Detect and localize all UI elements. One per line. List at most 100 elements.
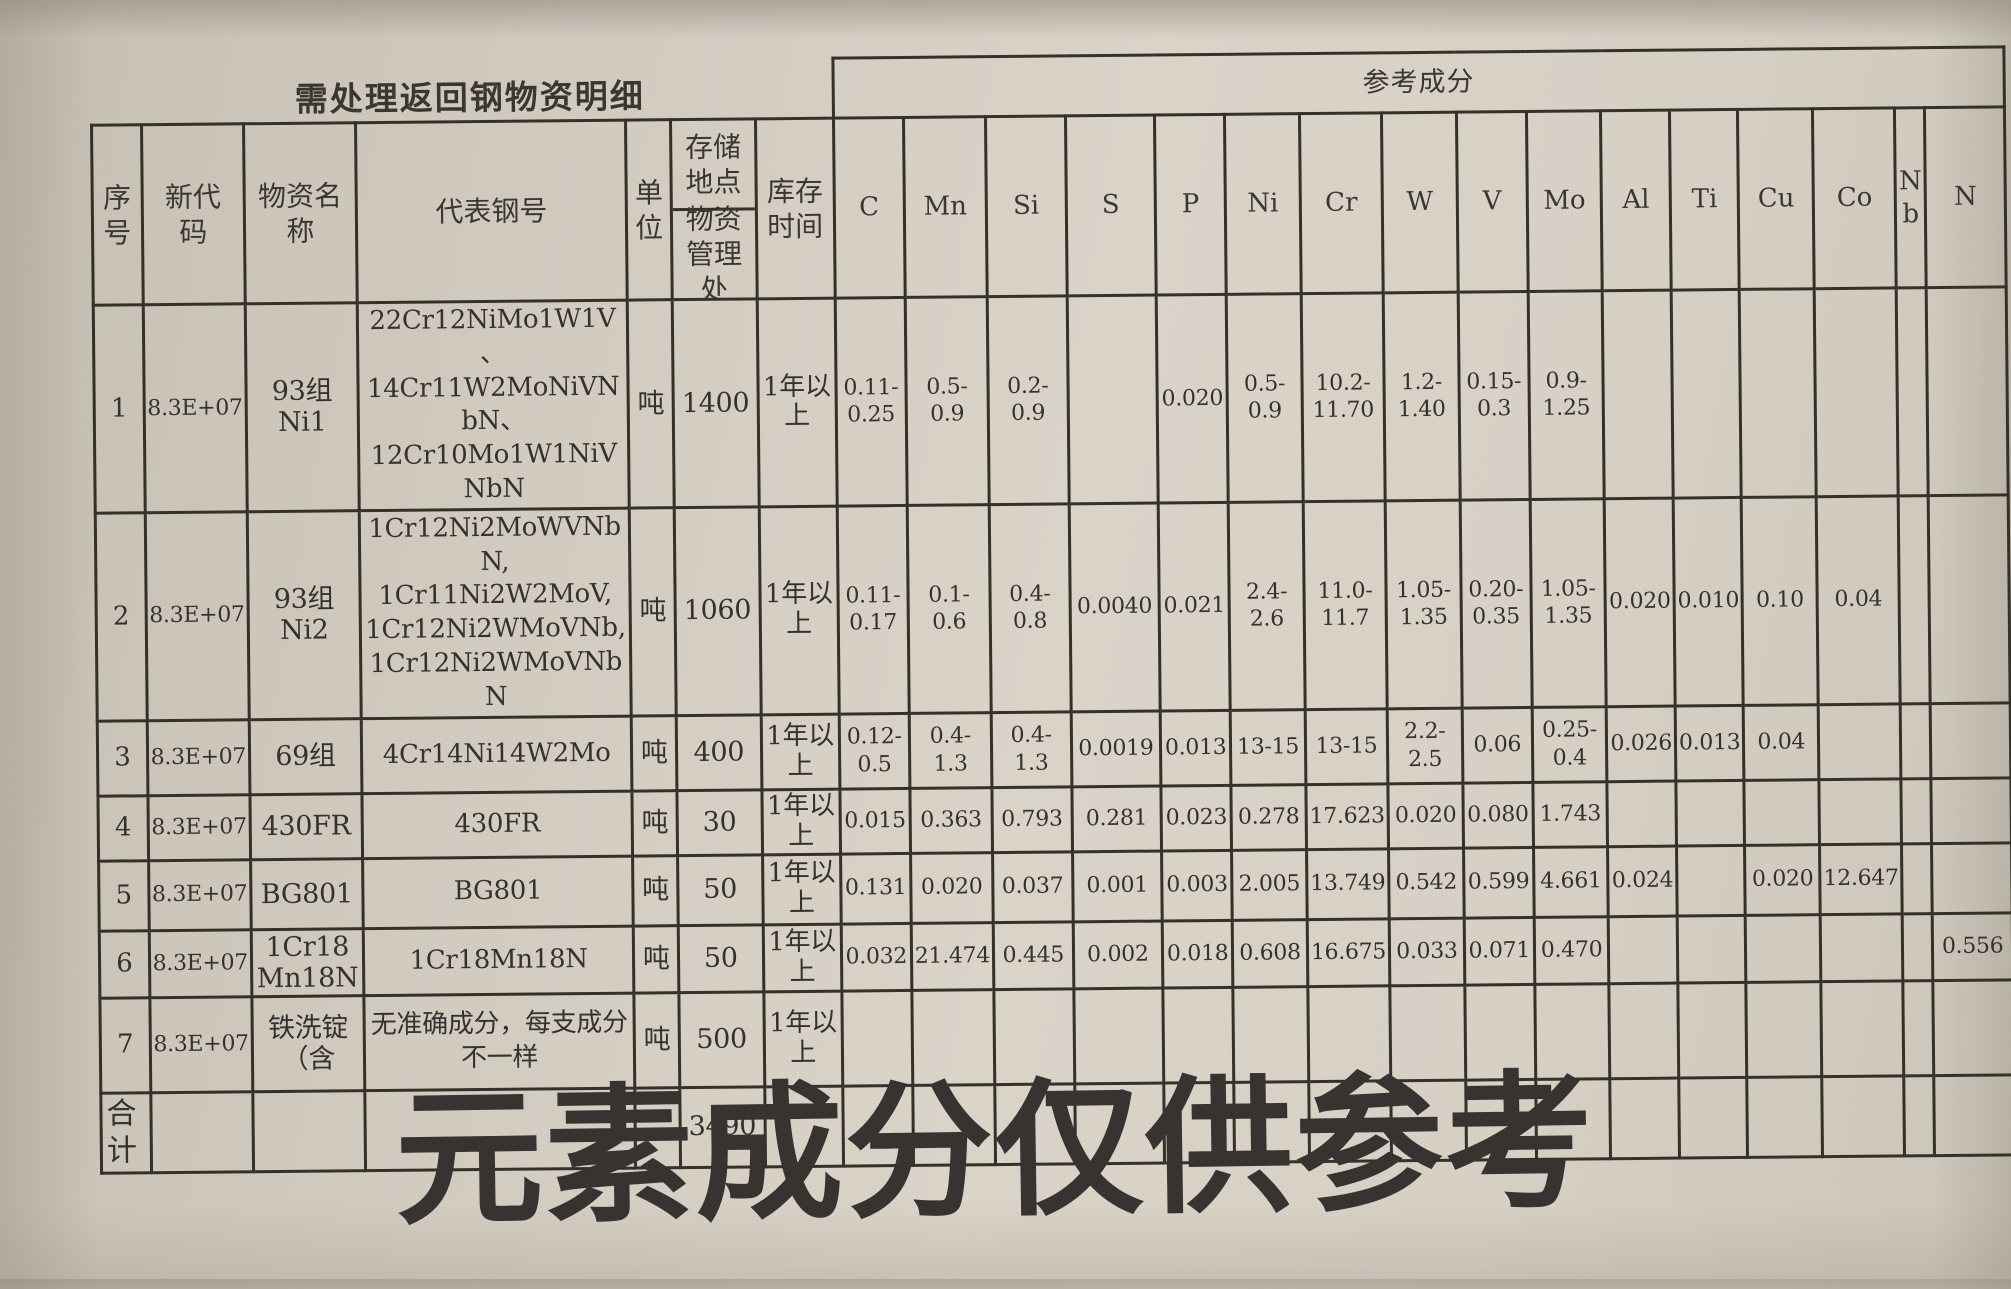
- cell-element-N: [1930, 702, 2011, 779]
- cell-element-C: 0.015: [839, 787, 911, 854]
- column-header-element-Si: Si: [985, 115, 1067, 297]
- cell-seq: 6: [99, 930, 150, 998]
- cell-element-W: 1.2-1.40: [1383, 292, 1460, 501]
- cell-unit: 吨: [633, 925, 679, 993]
- total-element-Ti: [1678, 1077, 1748, 1158]
- cell-element-Ti: [1675, 779, 1745, 846]
- cell-element-Cu: [1744, 779, 1820, 845]
- cell-element-Al: 0.026: [1606, 705, 1676, 782]
- cell-seq: 7: [99, 997, 151, 1093]
- cell-element-Mn: 21.474: [910, 922, 994, 991]
- cell-element-W: 1.05-1.35: [1385, 499, 1462, 709]
- cell-code: 8.3E+07: [146, 719, 250, 796]
- cell-element-V: 0.06: [1461, 707, 1533, 783]
- cell-element-Si: 0.445: [993, 921, 1074, 990]
- column-header-code: 新代码: [141, 123, 246, 305]
- cell-element-Mn: 0.363: [909, 787, 993, 853]
- cell-element-Co: [1814, 287, 1899, 497]
- materials-table: 参考成分 序号 新代码 物资名称 代表钢号 单位 存储地点 物资管理处 库存时间…: [89, 45, 2011, 1174]
- column-header-element-N: N: [1924, 106, 2007, 288]
- cell-element-Mo: 0.25-0.4: [1531, 706, 1608, 783]
- column-header-element-P: P: [1154, 114, 1227, 296]
- cell-element-N: [1928, 494, 2011, 704]
- cell-element-Cr: 10.2-11.70: [1301, 292, 1386, 502]
- cell-grades: BG801: [362, 855, 634, 929]
- cell-element-Cr: 11.0-11.7: [1303, 500, 1388, 710]
- cell-element-Mo: 1.05-1.35: [1529, 498, 1607, 708]
- column-header-storage: 存储地点 物资管理处: [670, 118, 757, 300]
- cell-element-Mn: 0.5-0.9: [904, 296, 990, 506]
- cell-element-C: 0.12-0.5: [839, 712, 910, 789]
- cell-element-Ti: [1677, 914, 1747, 983]
- cell-element-P: 0.023: [1161, 784, 1232, 851]
- cell-code: 8.3E+07: [148, 929, 252, 998]
- cell-element-Ti: 0.010: [1673, 497, 1744, 706]
- cell-element-Ni: 13-15: [1230, 709, 1306, 785]
- cell-element-Co: [1820, 980, 1905, 1077]
- cell-element-Ni: 2.005: [1231, 849, 1308, 920]
- cell-grades: 22Cr12NiMo1W1V、 14Cr11W2MoNiVNbN、 12Cr10…: [357, 300, 630, 511]
- cell-element-P: 0.020: [1156, 294, 1229, 503]
- cell-element-Si: 0.4-0.8: [989, 503, 1071, 713]
- cell-qty: 50: [677, 854, 763, 926]
- cell-element-S: 0.002: [1072, 920, 1164, 989]
- cell-grades: 1Cr18Mn18N: [363, 925, 635, 996]
- column-header-element-S: S: [1064, 115, 1157, 296]
- cell-element-Si: 0.037: [992, 851, 1073, 923]
- cell-time: 1年以上: [762, 923, 842, 992]
- cell-element-Al: [1602, 290, 1674, 499]
- cell-qty: 1400: [672, 298, 759, 508]
- cell-element-Cr: 17.623: [1305, 783, 1389, 850]
- cell-element-S: 0.0019: [1070, 710, 1162, 787]
- cell-element-Al: [1607, 780, 1677, 847]
- column-header-storage-location: 存储地点: [672, 121, 755, 212]
- column-header-element-Nb: Nb: [1894, 107, 1927, 288]
- cell-element-Co: 0.04: [1816, 495, 1901, 705]
- cell-element-Ni: 0.5-0.9: [1226, 293, 1304, 503]
- cell-element-S: [1066, 295, 1159, 504]
- cell-qty: 1060: [674, 506, 761, 716]
- cell-element-V: 0.599: [1463, 847, 1534, 918]
- column-header-element-Ti: Ti: [1669, 109, 1740, 291]
- cell-element-V: 0.15-0.3: [1457, 291, 1530, 500]
- cell-code: 8.3E+07: [144, 511, 250, 721]
- cell-code: 8.3E+07: [147, 794, 251, 861]
- cell-element-Al: 0.020: [1604, 497, 1676, 707]
- cell-element-Cu: [1746, 981, 1822, 1078]
- column-header-element-Co: Co: [1812, 107, 1897, 289]
- total-element-N: [1934, 1074, 2011, 1156]
- cell-unit: 吨: [631, 715, 677, 791]
- cell-element-Cu: [1739, 288, 1817, 498]
- column-header-grade: 代表钢号: [355, 120, 628, 303]
- cell-element-Nb: [1900, 703, 1932, 779]
- cell-element-Mo: 0.470: [1533, 916, 1610, 985]
- cell-element-Mn: 0.1-0.6: [906, 504, 992, 713]
- cell-element-Ti: [1671, 289, 1742, 498]
- cell-element-Cu: 0.10: [1741, 496, 1819, 705]
- cell-element-Nb: [1898, 495, 1931, 704]
- table-row: 1 8.3E+07 93组Ni1 22Cr12NiMo1W1V、 14Cr11W2Mo…: [93, 286, 2009, 514]
- cell-element-Ni: 2.4-2.6: [1228, 501, 1306, 710]
- column-header-element-C: C: [833, 117, 905, 299]
- cell-time: 1年以上: [761, 788, 841, 855]
- cell-element-C: 0.032: [841, 922, 912, 991]
- cell-name: 1Cr18Mn18N: [251, 928, 364, 997]
- cell-element-P: 0.013: [1160, 709, 1232, 786]
- cell-element-P: 0.018: [1162, 919, 1233, 988]
- cell-element-Al: 0.024: [1607, 845, 1678, 917]
- column-header-element-Al: Al: [1600, 110, 1672, 291]
- table-header-row: 序号 新代码 物资名称 代表钢号 单位 存储地点 物资管理处 库存时间 C Mn S…: [91, 106, 2007, 306]
- cell-element-Mo: 0.9-1.25: [1527, 290, 1605, 500]
- cell-element-W: 0.033: [1389, 917, 1465, 986]
- cell-element-N: [1931, 777, 2011, 844]
- cell-grades: 4Cr14Ni14W2Mo: [361, 715, 633, 794]
- cell-element-Si: 0.793: [991, 786, 1073, 853]
- cell-element-C: 0.131: [840, 852, 911, 924]
- cell-element-Mo: 1.743: [1532, 781, 1608, 848]
- cell-time: 1年以上: [762, 853, 842, 925]
- cell-seq: 2: [95, 512, 147, 721]
- total-label: 合计: [100, 1092, 152, 1173]
- cell-element-Mn: 0.020: [910, 852, 994, 923]
- cell-element-Cr: 16.675: [1307, 918, 1390, 987]
